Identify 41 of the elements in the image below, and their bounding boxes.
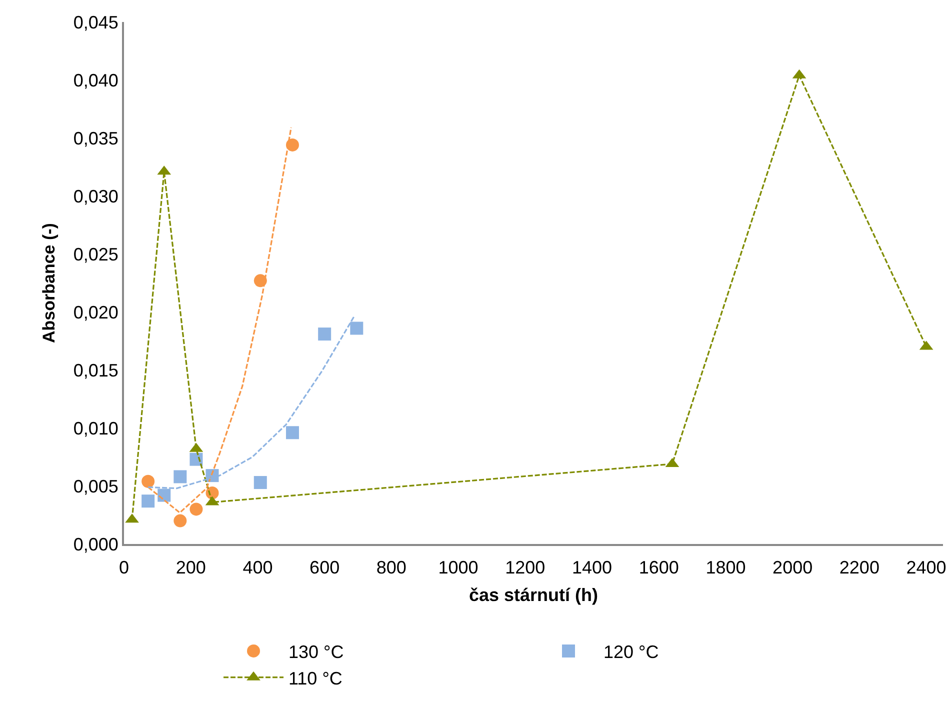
x-tick-label: 1000 xyxy=(438,558,478,578)
x-tick-label: 800 xyxy=(376,558,406,578)
x-tick-label: 200 xyxy=(176,558,206,578)
point xyxy=(174,470,187,484)
y-tick-label: 0,015 xyxy=(73,360,118,380)
y-tick-label: 0,045 xyxy=(73,12,118,32)
x-tick-label: 2200 xyxy=(839,558,880,578)
point xyxy=(286,426,299,440)
legend-label: 130 °C xyxy=(288,642,344,662)
point xyxy=(318,328,332,341)
point xyxy=(174,514,187,528)
x-tick-label: 1800 xyxy=(706,558,746,578)
point xyxy=(254,476,267,490)
y-tick-label: 0,005 xyxy=(73,476,118,496)
point xyxy=(190,452,203,466)
point xyxy=(142,474,155,488)
x-tick-label: 1600 xyxy=(638,558,679,578)
y-tick-label: 0,025 xyxy=(73,244,118,264)
x-tick-label: 600 xyxy=(310,558,340,578)
y-tick-label: 0,030 xyxy=(73,186,118,206)
x-tick-label: 1200 xyxy=(505,558,546,578)
point xyxy=(350,322,364,335)
y-tick-label: 0,040 xyxy=(73,70,118,90)
y-tick-label: 0,000 xyxy=(73,534,118,554)
point xyxy=(142,494,155,508)
x-tick-label: 0 xyxy=(118,558,130,578)
x-tick-label: 400 xyxy=(242,558,273,578)
point xyxy=(158,488,171,502)
y-tick-label: 0,010 xyxy=(73,418,118,438)
x-tick-label: 2400 xyxy=(906,558,946,578)
x-tick-label: 2000 xyxy=(772,558,813,578)
y-tick-label: 0,020 xyxy=(73,302,118,322)
x-axis-title: čas stárnutí (h) xyxy=(468,585,598,606)
x-tick-label: 1400 xyxy=(572,558,612,578)
legend-label: 120 °C xyxy=(604,642,659,662)
y-axis-title: Absorbance (-) xyxy=(39,223,58,343)
legend-label: 110 °C xyxy=(288,668,342,688)
point xyxy=(286,138,299,152)
point xyxy=(190,502,203,516)
point xyxy=(254,274,267,288)
y-tick-label: 0,035 xyxy=(73,128,118,148)
